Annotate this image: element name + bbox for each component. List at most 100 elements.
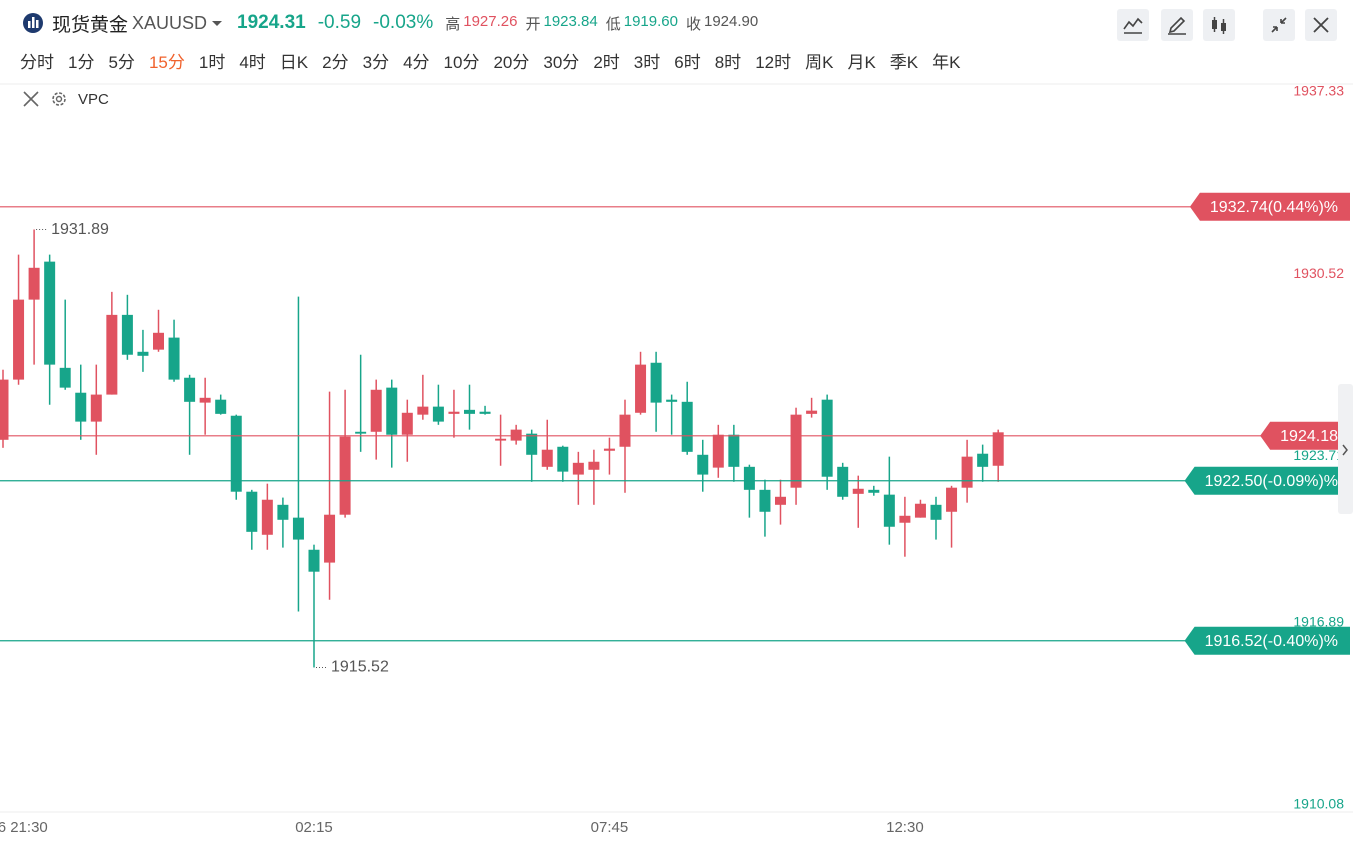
timeframe-tab[interactable]: 季K <box>889 53 919 72</box>
candle-body <box>495 438 507 441</box>
stat-value: 1923.84 <box>543 12 598 30</box>
timeframe-tab[interactable]: 10分 <box>443 53 480 72</box>
candle-body <box>121 314 133 355</box>
candle-body <box>852 488 864 494</box>
close-icon[interactable] <box>22 90 40 108</box>
y-tick-label: 1930.52 <box>1293 265 1344 281</box>
candle-body <box>417 406 429 415</box>
settings-icon[interactable] <box>50 90 68 108</box>
draw-button[interactable] <box>1161 9 1193 41</box>
candle-body <box>28 267 40 300</box>
candle-body <box>899 515 911 523</box>
candle-body <box>635 364 647 413</box>
symbol-code: XAUUSD <box>132 12 208 33</box>
candle-body <box>619 414 631 447</box>
candle-body <box>448 411 460 414</box>
timeframe-tab[interactable]: 3分 <box>362 53 390 72</box>
candle-body <box>13 299 25 380</box>
stat-value: 1927.26 <box>463 12 518 30</box>
candle-body <box>572 462 584 475</box>
candle-body <box>261 499 273 535</box>
timeframe-tab[interactable]: 分时 <box>20 53 54 72</box>
candle-body <box>464 409 475 414</box>
candle-body <box>308 549 320 572</box>
price-line-label: 1922.50(-0.09%)% <box>1205 473 1338 490</box>
x-tick-label: 02:15 <box>295 819 333 836</box>
timeframe-tab[interactable]: 2时 <box>593 53 620 72</box>
timeframe-tab[interactable]: 20分 <box>493 53 530 72</box>
candle-type-button[interactable] <box>1203 9 1235 41</box>
candle-body <box>401 412 413 435</box>
timeframe-tab[interactable]: 8时 <box>714 53 742 72</box>
timeframe-tab[interactable]: 周K <box>805 53 834 72</box>
dropdown-caret[interactable] <box>211 18 223 28</box>
change: -0.59 <box>317 12 362 33</box>
timeframe-tab[interactable]: 年K <box>932 53 961 72</box>
candle-body <box>588 461 600 470</box>
candle-body <box>199 397 211 403</box>
candle-body <box>712 434 724 468</box>
expand-arrow[interactable] <box>1342 444 1348 456</box>
timeframe-tab[interactable]: 1分 <box>68 53 95 72</box>
plot-area: 1937.33 1930.52 1923.71 1916.89 1910.08 06 21… <box>0 83 1350 836</box>
candle-body <box>759 489 771 512</box>
change-pct: -0.03% <box>373 12 434 33</box>
timeframe-tab[interactable]: 5分 <box>108 53 135 72</box>
price-line-label: 1932.74(0.44%)% <box>1210 199 1338 216</box>
candle-body <box>526 433 538 455</box>
candle-body <box>355 431 367 434</box>
collapse-button[interactable] <box>1263 9 1295 41</box>
timeframe-tab[interactable]: 2分 <box>322 53 349 72</box>
candle-body <box>510 429 522 441</box>
candle-body <box>75 392 87 422</box>
timeframe-tab[interactable]: 15分 <box>148 53 185 72</box>
y-tick-label: 1916.89 <box>1293 614 1344 630</box>
candle-body <box>541 449 553 467</box>
candle-body <box>930 504 942 520</box>
candle-body <box>230 415 242 492</box>
timeframe-tab[interactable]: 12时 <box>755 53 792 72</box>
y-tick-label: 1937.33 <box>1293 83 1344 99</box>
candle-body <box>868 489 880 493</box>
timeframe-tab[interactable]: 日K <box>279 53 309 72</box>
timeframe-tab[interactable]: 3时 <box>633 53 661 72</box>
timeframe-tab[interactable]: 30分 <box>543 53 580 72</box>
close-button[interactable] <box>1305 9 1337 41</box>
candle-body <box>339 436 351 515</box>
candle-body <box>666 399 678 402</box>
stat-label: 收 <box>685 15 701 33</box>
candle-body <box>977 453 989 467</box>
extreme-label: 1931.89 <box>51 221 109 238</box>
candle-body <box>681 401 693 452</box>
candle-body <box>292 517 304 540</box>
y-tick-label: 1923.71 <box>1293 447 1344 463</box>
price-tag <box>1184 626 1350 655</box>
x-tick-label: 07:45 <box>591 819 629 836</box>
candle-body <box>728 434 740 467</box>
timeframe-tab[interactable]: 6时 <box>674 53 701 72</box>
indicator-bar: VPC <box>22 90 109 108</box>
stat-label: 开 <box>525 15 541 33</box>
stat-value: 1924.90 <box>704 12 759 30</box>
timeframe-tab[interactable]: 月K <box>847 53 876 72</box>
timeframe-tab[interactable]: 4时 <box>239 53 266 72</box>
price: 1924.31 <box>237 12 306 33</box>
candle-body <box>90 394 102 422</box>
candle-body <box>432 406 444 422</box>
candle-body <box>914 503 926 518</box>
candle-body <box>137 351 149 356</box>
candle-body <box>184 377 196 402</box>
timeframe-bar: 分时 1分 5分 15分 1时 4时 日K 2分 3分 4分 10分 20分 30分 2时 3时 6时 8时 12… <box>20 48 974 73</box>
x-tick-label: 06 21:30 <box>0 819 48 836</box>
x-tick-label: 12:30 <box>886 819 924 836</box>
timeframe-tab[interactable]: 4分 <box>403 53 430 72</box>
extreme-label: 1915.52 <box>331 659 389 676</box>
line-tool-button[interactable] <box>1117 9 1149 41</box>
timeframe-tab[interactable]: 1时 <box>198 53 226 72</box>
logo <box>23 13 43 33</box>
candle-body <box>961 456 973 488</box>
candle-body <box>386 387 398 435</box>
stat-label: 高 <box>445 15 461 33</box>
stat-value: 1919.60 <box>623 12 678 30</box>
